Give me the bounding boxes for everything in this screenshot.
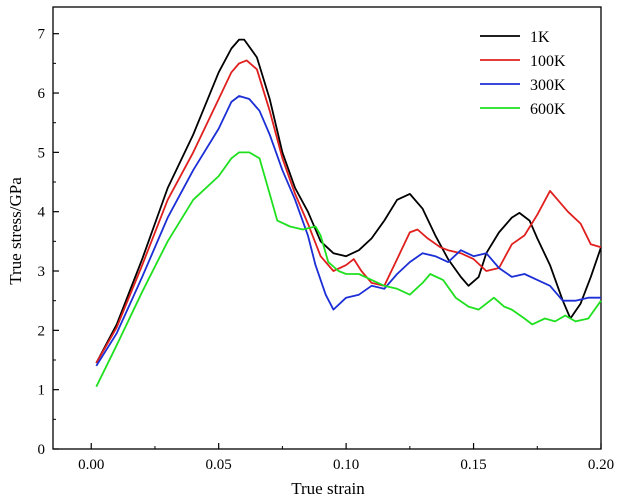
series-line-1k	[95, 38, 602, 364]
y-tick-label: 6	[38, 86, 46, 102]
x-tick-label: 0.05	[206, 457, 232, 473]
x-tick-label: 0.10	[333, 457, 359, 473]
y-tick-label: 1	[38, 383, 46, 399]
legend: 1K 100K 300K 600K	[480, 29, 566, 118]
legend-label: 1K	[530, 29, 550, 46]
series-line-300k	[95, 95, 601, 367]
series-line-600k	[95, 151, 602, 388]
plot-border	[52, 6, 602, 450]
y-tick-label: 0	[38, 442, 46, 458]
x-axis-title: True strain	[291, 479, 365, 498]
y-axis-title: True stress/GPa	[6, 177, 25, 285]
y-tick-label: 7	[38, 27, 46, 43]
series-line-100k	[95, 59, 602, 364]
series-lines	[95, 38, 602, 388]
y-tick-label: 4	[38, 205, 46, 221]
legend-label: 100K	[530, 53, 566, 70]
legend-label: 300K	[530, 77, 566, 94]
plot-frame	[52, 6, 602, 450]
legend-label: 600K	[530, 101, 566, 118]
x-axis: 0.00 0.05 0.10 0.15 0.20	[78, 443, 614, 473]
x-tick-label: 0.00	[78, 457, 104, 473]
y-axis: 0 1 2 3 4 5 6 7	[38, 27, 59, 458]
y-tick-label: 2	[38, 323, 46, 339]
y-tick-label: 5	[38, 145, 46, 161]
x-tick-label: 0.15	[460, 457, 486, 473]
y-tick-label: 3	[38, 264, 46, 280]
x-tick-label: 0.20	[588, 457, 614, 473]
